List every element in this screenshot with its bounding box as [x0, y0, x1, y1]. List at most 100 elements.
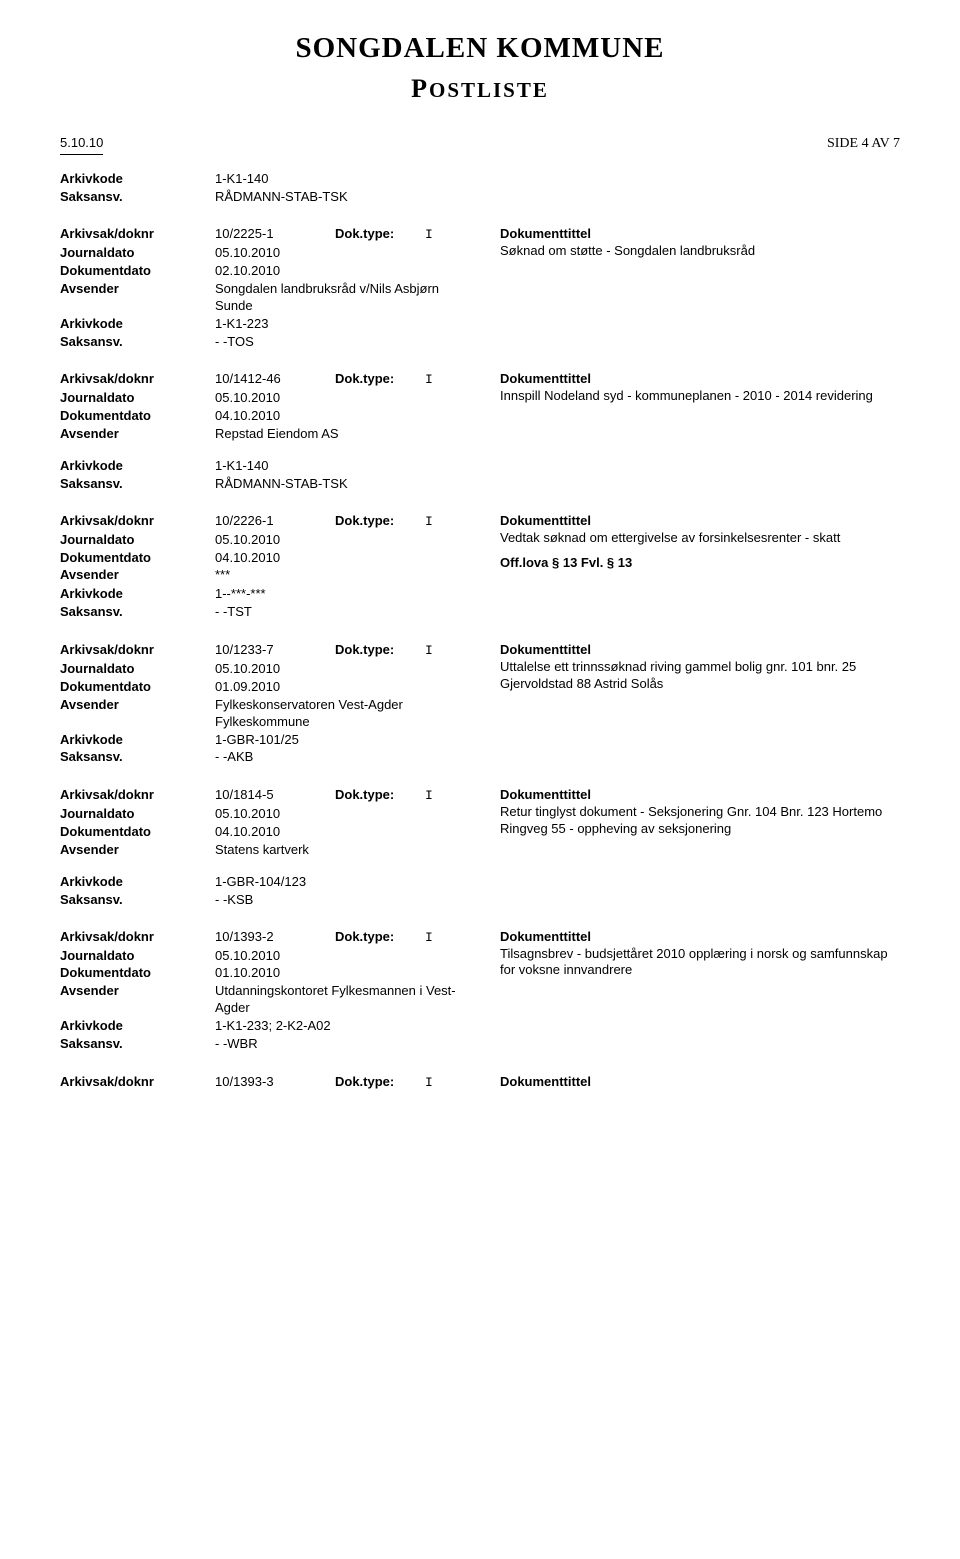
subtitle-rest: OSTLISTE — [429, 78, 549, 102]
field-label: Dokumentdato — [60, 408, 215, 425]
records-container: Arkivkode1-K1-140Saksansv.RÅDMANN-STAB-T… — [60, 171, 900, 1092]
record-left: Arkivsak/doknr10/1412-46Dok.type:IJourna… — [60, 371, 480, 444]
field-value: 10/2226-1Dok.type:I — [215, 513, 480, 531]
field-label: Avsender — [60, 281, 215, 315]
field-label: Arkivsak/doknr — [60, 787, 215, 805]
field-value: 10/1393-2Dok.type:I — [215, 929, 480, 947]
record-right: DokumenttittelVedtak søknad om ettergive… — [500, 513, 900, 622]
field-value: Statens kartverk — [215, 842, 480, 859]
field-row: Saksansv.- -KSB — [60, 892, 900, 909]
field-label: Saksansv. — [60, 749, 215, 766]
record-right: DokumenttittelInnspill Nodeland syd - ko… — [500, 371, 900, 444]
field-value: Utdanningskontoret Fylkesmannen i Vest-A… — [215, 983, 480, 1017]
field-row: Arkivsak/doknr10/1233-7Dok.type:I — [60, 642, 480, 660]
field-label: Arkivkode — [60, 874, 215, 891]
field-row: Saksansv.RÅDMANN-STAB-TSK — [60, 476, 900, 493]
dokumenttittel-label: Dokumenttittel — [500, 787, 900, 804]
field-value: 04.10.2010 — [215, 824, 480, 841]
field-row: Arkivkode1-GBR-101/25 — [60, 732, 480, 749]
field-value: 05.10.2010 — [215, 390, 480, 407]
field-label: Arkivsak/doknr — [60, 1074, 215, 1092]
field-value: 10/2225-1Dok.type:I — [215, 226, 480, 244]
record-right: DokumenttittelTilsagnsbrev - budsjettåre… — [500, 929, 900, 1054]
field-row: AvsenderRepstad Eiendom AS — [60, 426, 480, 443]
dokumenttittel-label: Dokumenttittel — [500, 371, 900, 388]
dokumenttittel-text: Retur tinglyst dokument - Seksjonering G… — [500, 804, 900, 838]
dokumenttittel-label: Dokumenttittel — [500, 513, 900, 530]
field-value: 04.10.2010 — [215, 550, 480, 567]
field-label: Arkivkode — [60, 458, 215, 475]
field-value: 1-K1-233; 2-K2-A02 — [215, 1018, 480, 1035]
field-label: Journaldato — [60, 948, 215, 965]
field-label: Journaldato — [60, 245, 215, 262]
field-value: 04.10.2010 — [215, 408, 480, 425]
field-row: Journaldato05.10.2010 — [60, 245, 480, 262]
field-row: Journaldato05.10.2010 — [60, 661, 480, 678]
field-value: 05.10.2010 — [215, 806, 480, 823]
field-value: Songdalen landbruksråd v/Nils Asbjørn Su… — [215, 281, 480, 315]
field-row: Dokumentdato01.10.2010 — [60, 965, 480, 982]
field-label: Saksansv. — [60, 892, 215, 909]
field-row: Arkivsak/doknr10/1393-3Dok.type:I — [60, 1074, 480, 1092]
record-left: Arkivsak/doknr10/1814-5Dok.type:IJournal… — [60, 787, 480, 860]
field-row: AvsenderUtdanningskontoret Fylkesmannen … — [60, 983, 480, 1017]
field-value: - -WBR — [215, 1036, 480, 1053]
field-label: Saksansv. — [60, 476, 215, 493]
page-indicator: SIDE 4 AV 7 — [827, 135, 900, 153]
dokumenttittel-text: Vedtak søknad om ettergivelse av forsink… — [500, 530, 900, 547]
field-row: Arkivsak/doknr10/1814-5Dok.type:I — [60, 787, 480, 805]
field-value: RÅDMANN-STAB-TSK — [215, 476, 900, 493]
dokumenttittel-text: Innspill Nodeland syd - kommuneplanen - … — [500, 388, 900, 405]
field-label: Saksansv. — [60, 189, 215, 206]
dokumenttittel-text: Søknad om støtte - Songdalen landbruksrå… — [500, 243, 900, 260]
field-value: - -TST — [215, 604, 480, 621]
field-row: Arkivkode1-GBR-104/123 — [60, 874, 900, 891]
field-label: Arkivkode — [60, 171, 215, 188]
dokumenttittel-label: Dokumenttittel — [500, 642, 900, 659]
field-label: Dokumentdato — [60, 679, 215, 696]
field-label: Dokumentdato — [60, 263, 215, 280]
field-label: Avsender — [60, 983, 215, 1017]
field-row: AvsenderStatens kartverk — [60, 842, 480, 859]
field-row: Saksansv.- -AKB — [60, 749, 480, 766]
field-row: Dokumentdato04.10.2010 — [60, 550, 480, 567]
field-row: AvsenderFylkeskonservatoren Vest-Agder F… — [60, 697, 480, 731]
field-label: Arkivkode — [60, 316, 215, 333]
dokumenttittel-text: Tilsagnsbrev - budsjettåret 2010 opplæri… — [500, 946, 900, 980]
field-label: Arkivkode — [60, 732, 215, 749]
field-row: Journaldato05.10.2010 — [60, 948, 480, 965]
field-row: Dokumentdato04.10.2010 — [60, 824, 480, 841]
record-left: Arkivsak/doknr10/1393-2Dok.type:IJournal… — [60, 929, 480, 1054]
dokumenttittel-text: Uttalelse ett trinnssøknad riving gammel… — [500, 659, 900, 693]
field-value: 01.10.2010 — [215, 965, 480, 982]
field-value: 05.10.2010 — [215, 661, 480, 678]
field-label: Arkivsak/doknr — [60, 371, 215, 389]
field-row: Saksansv.RÅDMANN-STAB-TSK — [60, 189, 900, 206]
field-row: Arkivsak/doknr10/1412-46Dok.type:I — [60, 371, 480, 389]
field-label: Journaldato — [60, 532, 215, 549]
field-row: Saksansv.- -TOS — [60, 334, 480, 351]
field-value: 10/1233-7Dok.type:I — [215, 642, 480, 660]
field-value: 05.10.2010 — [215, 948, 480, 965]
field-row: Journaldato05.10.2010 — [60, 390, 480, 407]
subtitle-first: P — [411, 74, 429, 103]
field-label: Avsender — [60, 697, 215, 731]
field-value: 1-GBR-104/123 — [215, 874, 900, 891]
field-label: Avsender — [60, 567, 215, 584]
field-label: Dokumentdato — [60, 550, 215, 567]
field-label: Dokumentdato — [60, 824, 215, 841]
field-row: Arkivkode1-K1-140 — [60, 458, 900, 475]
field-value: 1-GBR-101/25 — [215, 732, 480, 749]
field-row: Arkivsak/doknr10/1393-2Dok.type:I — [60, 929, 480, 947]
field-row: AvsenderSongdalen landbruksråd v/Nils As… — [60, 281, 480, 315]
record-right: DokumenttittelUttalelse ett trinnssøknad… — [500, 642, 900, 767]
field-label: Journaldato — [60, 661, 215, 678]
field-label: Saksansv. — [60, 334, 215, 351]
field-label: Avsender — [60, 842, 215, 859]
record-lower: Arkivkode1-GBR-104/123Saksansv.- -KSB — [60, 874, 900, 909]
field-value: Repstad Eiendom AS — [215, 426, 480, 443]
field-row: Dokumentdato04.10.2010 — [60, 408, 480, 425]
field-value: 10/1814-5Dok.type:I — [215, 787, 480, 805]
field-row: Arkivsak/doknr10/2226-1Dok.type:I — [60, 513, 480, 531]
field-label: Journaldato — [60, 390, 215, 407]
